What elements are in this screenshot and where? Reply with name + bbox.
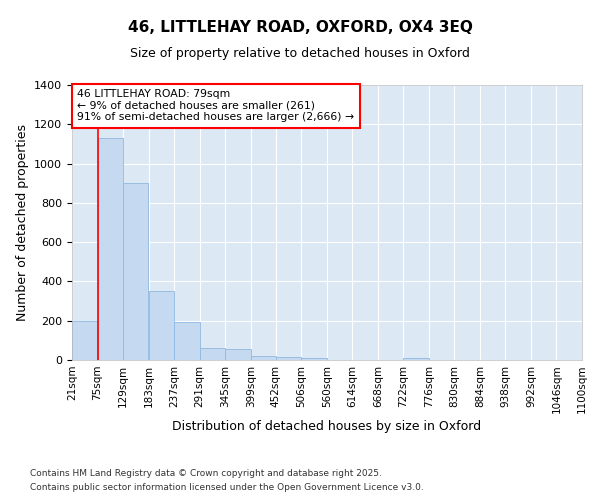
Bar xyxy=(251,356,276,360)
Bar xyxy=(403,358,429,360)
X-axis label: Distribution of detached houses by size in Oxford: Distribution of detached houses by size … xyxy=(172,420,482,434)
Text: 46, LITTLEHAY ROAD, OXFORD, OX4 3EQ: 46, LITTLEHAY ROAD, OXFORD, OX4 3EQ xyxy=(128,20,472,35)
Bar xyxy=(98,138,123,360)
Bar xyxy=(225,349,251,360)
Text: 46 LITTLEHAY ROAD: 79sqm
← 9% of detached houses are smaller (261)
91% of semi-d: 46 LITTLEHAY ROAD: 79sqm ← 9% of detache… xyxy=(77,89,354,122)
Bar xyxy=(123,183,148,360)
Y-axis label: Number of detached properties: Number of detached properties xyxy=(16,124,29,321)
Bar xyxy=(276,357,301,360)
Bar xyxy=(301,358,326,360)
Text: Contains HM Land Registry data © Crown copyright and database right 2025.: Contains HM Land Registry data © Crown c… xyxy=(30,468,382,477)
Bar xyxy=(72,320,97,360)
Bar xyxy=(174,322,199,360)
Text: Size of property relative to detached houses in Oxford: Size of property relative to detached ho… xyxy=(130,48,470,60)
Text: Contains public sector information licensed under the Open Government Licence v3: Contains public sector information licen… xyxy=(30,484,424,492)
Bar xyxy=(200,348,225,360)
Bar xyxy=(149,291,174,360)
